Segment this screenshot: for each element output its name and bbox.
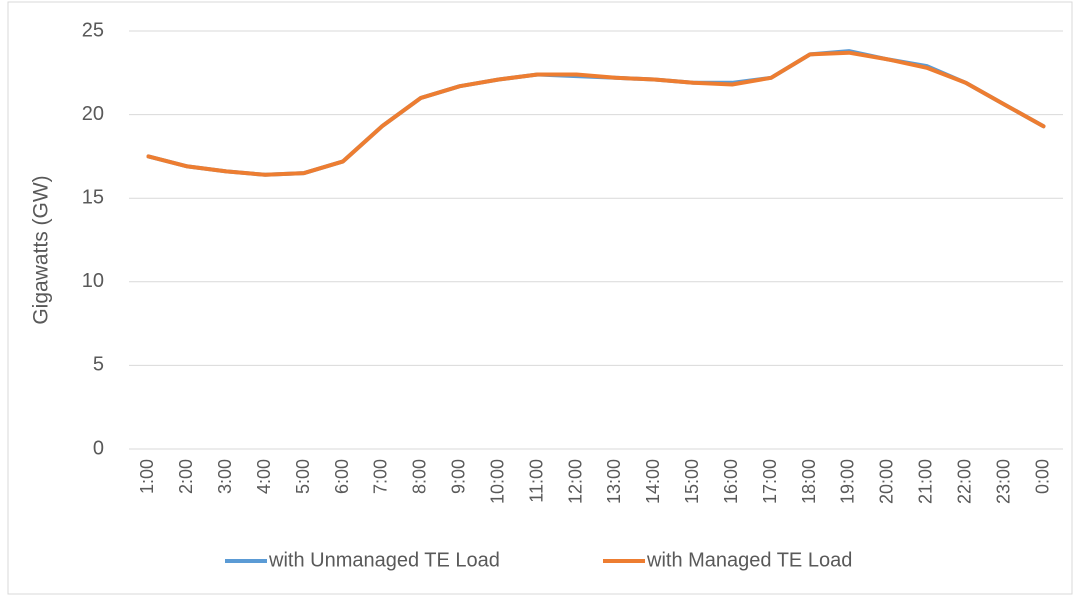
x-tick-label: 6:00 — [332, 459, 352, 494]
x-tick-label: 14:00 — [643, 459, 663, 504]
x-tick-label: 15:00 — [682, 459, 702, 504]
x-tick-label: 23:00 — [993, 459, 1013, 504]
x-tick-label: 11:00 — [526, 459, 546, 503]
x-tick-label: 10:00 — [487, 459, 507, 504]
x-tick-label: 21:00 — [916, 459, 936, 504]
y-axis-title: Gigawatts (GW) — [30, 175, 53, 324]
series-line — [146, 50, 1046, 177]
x-tick-label: 8:00 — [410, 459, 430, 494]
y-tick-label: 5 — [93, 354, 104, 376]
y-tick-label: 10 — [82, 270, 104, 292]
x-tick-label: 19:00 — [838, 459, 858, 504]
x-tick-label: 12:00 — [565, 459, 585, 504]
x-tick-label: 22:00 — [954, 459, 974, 504]
x-tick-label: 0:00 — [1032, 459, 1052, 494]
x-tick-label: 17:00 — [760, 459, 780, 504]
x-tick-label: 4:00 — [254, 459, 274, 494]
x-tick-label: 3:00 — [215, 459, 235, 494]
y-tick-label: 0 — [93, 437, 104, 459]
x-tick-label: 13:00 — [604, 459, 624, 504]
y-tick-label: 20 — [82, 103, 104, 125]
x-tick-label: 16:00 — [721, 459, 741, 504]
x-tick-label: 7:00 — [371, 459, 391, 494]
x-tick-label: 20:00 — [877, 459, 897, 504]
y-tick-label: 15 — [82, 186, 104, 208]
x-tick-label: 1:00 — [137, 459, 157, 494]
x-tick-label: 5:00 — [293, 459, 313, 494]
y-tick-label: 25 — [82, 19, 104, 41]
legend-label: with Unmanaged TE Load — [268, 549, 500, 571]
chart-frame — [7, 1, 1073, 595]
x-tick-label: 2:00 — [176, 459, 196, 494]
legend-label: with Managed TE Load — [646, 549, 852, 571]
x-tick-label: 18:00 — [799, 459, 819, 504]
x-tick-label: 9:00 — [449, 459, 469, 494]
